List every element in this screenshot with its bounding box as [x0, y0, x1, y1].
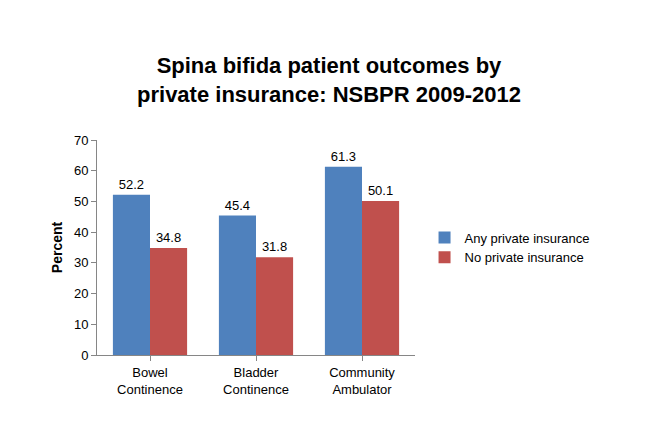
svg-text:Spina bifida patient outcomes: Spina bifida patient outcomes byprivate … [137, 53, 521, 107]
svg-text:31.8: 31.8 [262, 239, 287, 254]
svg-text:52.2: 52.2 [119, 177, 144, 192]
svg-text:CommunityAmbulator: CommunityAmbulator [329, 365, 395, 397]
svg-text:61.3: 61.3 [331, 149, 356, 164]
svg-text:40: 40 [74, 225, 88, 240]
svg-text:30: 30 [74, 255, 88, 270]
svg-text:BladderContinence: BladderContinence [223, 365, 289, 397]
svg-text:50.1: 50.1 [368, 183, 393, 198]
svg-text:Any private insurance: Any private insurance [465, 231, 590, 246]
svg-text:No private insurance: No private insurance [465, 250, 584, 265]
svg-text:BowelContinence: BowelContinence [117, 365, 183, 397]
svg-text:10: 10 [74, 317, 88, 332]
svg-text:34.8: 34.8 [156, 230, 181, 245]
svg-text:60: 60 [74, 163, 88, 178]
svg-text:70: 70 [74, 133, 88, 148]
svg-text:20: 20 [74, 286, 88, 301]
svg-text:50: 50 [74, 194, 88, 209]
svg-text:0: 0 [81, 348, 88, 363]
svg-text:Percent: Percent [49, 221, 65, 273]
svg-text:45.4: 45.4 [225, 198, 250, 213]
